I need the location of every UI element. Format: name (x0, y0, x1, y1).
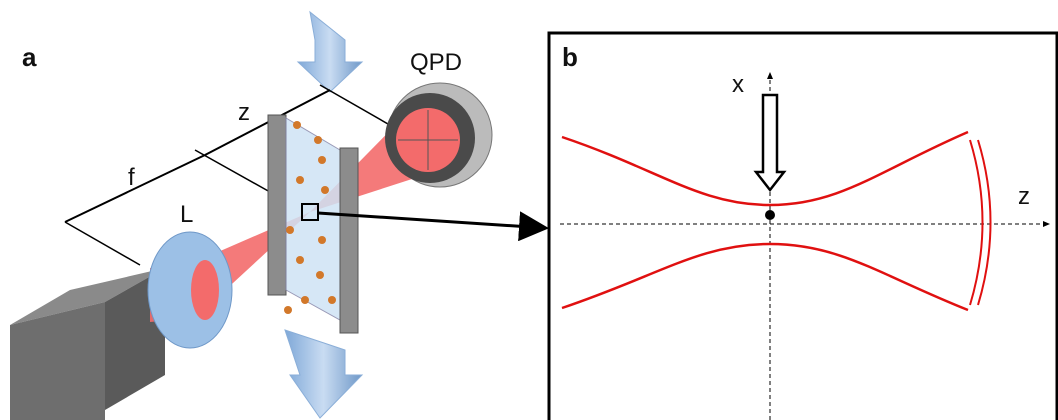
particle (765, 210, 775, 220)
label-z: z (238, 99, 250, 126)
flow-arrow (285, 330, 362, 418)
label-f: f (128, 164, 135, 191)
panel-label: b (562, 42, 578, 72)
cell-wall (268, 115, 286, 295)
panel-frame (549, 33, 1057, 420)
axis-label-x: x (732, 71, 744, 98)
figure: a f z L (0, 0, 1058, 420)
panel-a: a f z L (10, 12, 546, 420)
extension-line (195, 150, 270, 192)
axis-label-z: z (1018, 183, 1030, 210)
lens-beam (191, 260, 219, 320)
lens (148, 232, 232, 348)
extension-line (320, 85, 395, 128)
cell-wall (340, 148, 358, 333)
flow-arrow (298, 12, 362, 92)
extension-line (65, 222, 140, 265)
label-lens: L (180, 201, 193, 228)
panel-b: b x z (549, 33, 1057, 420)
panel-label: a (22, 42, 37, 72)
label-qpd: QPD (410, 49, 462, 76)
